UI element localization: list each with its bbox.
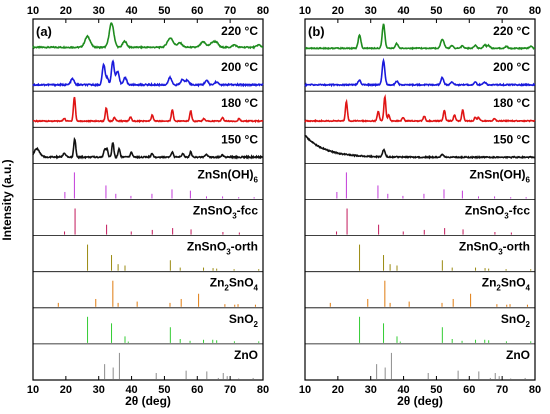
x-tick-label-bottom: 80 xyxy=(257,384,269,396)
x-tick-label-bottom: 30 xyxy=(93,384,105,396)
x-axis-title: 2θ (deg) xyxy=(125,394,171,408)
x-tick-label-bottom: 60 xyxy=(191,384,203,396)
x-tick-label-top: 20 xyxy=(332,5,344,17)
x-tick-label-bottom: 70 xyxy=(496,384,508,396)
panel-a: 10 10 20 20 30 30 40 40 50 50 60 60 70 70 80 80 (a) 2θ (d… xyxy=(27,5,269,408)
series-label: 220 °C xyxy=(221,24,258,38)
x-tick-label-bottom: 40 xyxy=(125,384,137,396)
x-tick-label-top: 70 xyxy=(224,5,236,17)
x-tick-label-bottom: 40 xyxy=(397,384,409,396)
x-tick-label-top: 30 xyxy=(93,5,105,17)
series-label: 150 °C xyxy=(221,132,258,146)
y-axis-title: Intensity (a.u.) xyxy=(0,159,14,240)
x-tick-label-top: 70 xyxy=(496,5,508,17)
reference-label: SnO2 xyxy=(501,312,531,329)
series-line-180C xyxy=(32,96,264,124)
x-tick-label-bottom: 30 xyxy=(365,384,377,396)
series-line-200C xyxy=(32,59,264,88)
x-tick-label-top: 30 xyxy=(365,5,377,17)
series-label: 180 °C xyxy=(221,96,258,110)
x-tick-label-bottom: 20 xyxy=(60,384,72,396)
series-line-150C xyxy=(304,134,536,160)
reference-label: ZnSnO3-orth xyxy=(459,240,530,257)
x-tick-label-top: 50 xyxy=(158,5,170,17)
x-tick-label-top: 10 xyxy=(27,5,39,17)
x-tick-label-bottom: 50 xyxy=(158,384,170,396)
x-tick-label-bottom: 10 xyxy=(27,384,39,396)
reference-label: ZnSnO3-orth xyxy=(187,240,258,257)
series-label: 200 °C xyxy=(493,60,530,74)
x-tick-label-bottom: 20 xyxy=(332,384,344,396)
x-tick-label-top: 60 xyxy=(463,5,475,17)
series-line-200C xyxy=(304,57,536,88)
reference-label: ZnSn(OH)6 xyxy=(470,167,531,184)
reference-label: ZnSnO3-fcc xyxy=(193,204,258,221)
reference-label: ZnSn(OH)6 xyxy=(198,167,259,184)
reference-label: Zn2SnO4 xyxy=(210,276,259,293)
x-tick-label-top: 60 xyxy=(191,5,203,17)
x-tick-label-top: 40 xyxy=(125,5,137,17)
x-tick-label-top: 50 xyxy=(430,5,442,17)
x-tick-label-top: 20 xyxy=(60,5,72,17)
x-tick-label-bottom: 60 xyxy=(463,384,475,396)
reference-label: ZnSnO3-fcc xyxy=(465,204,530,221)
x-tick-label-top: 10 xyxy=(299,5,311,17)
panel-b: 10 10 20 20 30 30 40 40 50 50 60 60 70 70 80 80 (b) 2θ (d… xyxy=(299,5,541,408)
x-tick-label-top: 80 xyxy=(257,5,269,17)
x-tick-label-top: 40 xyxy=(397,5,409,17)
panel-label: (b) xyxy=(308,24,325,39)
series-label: 200 °C xyxy=(221,60,258,74)
series-line-220C xyxy=(32,22,264,50)
x-tick-label-top: 80 xyxy=(529,5,541,17)
series-line-150C xyxy=(32,136,264,160)
panel-label: (a) xyxy=(36,24,52,39)
reference-label: Zn2SnO4 xyxy=(482,276,531,293)
series-line-180C xyxy=(304,93,536,123)
series-label: 180 °C xyxy=(493,96,530,110)
series-line-220C xyxy=(304,23,536,51)
reference-label: ZnO xyxy=(234,348,258,362)
x-tick-label-bottom: 10 xyxy=(299,384,311,396)
reference-label: SnO2 xyxy=(229,312,259,329)
x-tick-label-bottom: 80 xyxy=(529,384,541,396)
series-label: 150 °C xyxy=(493,132,530,146)
x-tick-label-bottom: 70 xyxy=(224,384,236,396)
series-label: 220 °C xyxy=(493,24,530,38)
x-tick-label-bottom: 50 xyxy=(430,384,442,396)
x-axis-title: 2θ (deg) xyxy=(397,394,443,408)
reference-label: ZnO xyxy=(506,348,530,362)
